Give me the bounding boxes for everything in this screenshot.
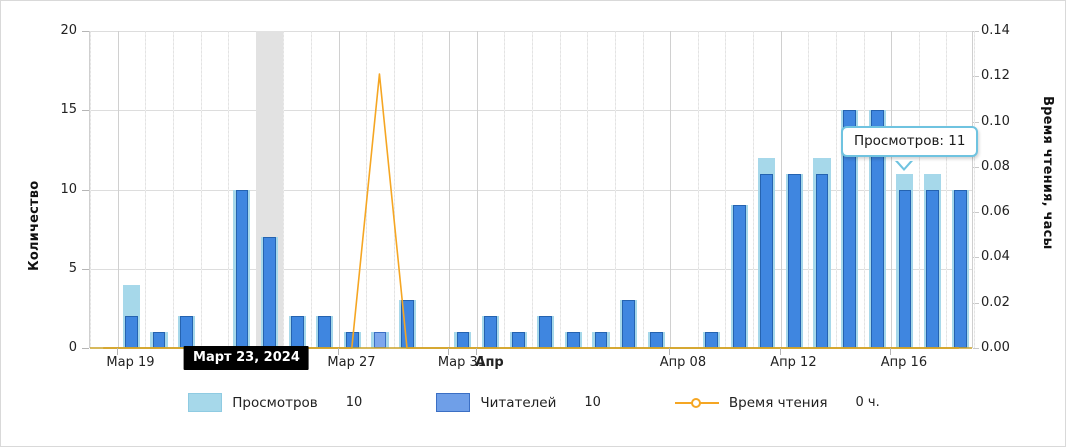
y-tick-mark-right xyxy=(973,212,979,214)
gridline-v xyxy=(90,31,91,348)
legend-item-reading-time[interactable]: Время чтения 0 ч. xyxy=(674,394,880,411)
y-tick-mark-right xyxy=(973,166,979,168)
x-axis-highlight-label: Март 23, 2024 xyxy=(184,346,309,370)
gridline-v xyxy=(863,31,865,348)
gridline-v xyxy=(283,31,285,348)
gridline-v xyxy=(172,31,174,348)
y-axis-label-right: Время чтения, часы xyxy=(1040,96,1055,250)
gridline-v xyxy=(421,31,423,348)
line-marker-icon xyxy=(674,396,719,410)
y-tick-left: 15 xyxy=(60,102,77,118)
gridline-v xyxy=(642,31,644,348)
y-tick-right: 0.10 xyxy=(981,113,1010,129)
y-tick-mark-left xyxy=(82,189,89,191)
y-tick-mark-right xyxy=(973,31,979,32)
gridline-v xyxy=(670,31,672,348)
y-tick-mark-left xyxy=(82,268,89,270)
y-tick-right: 0.02 xyxy=(981,294,1010,310)
gridline-h xyxy=(90,268,972,270)
gridline-v xyxy=(725,31,727,348)
y-tick-mark-left xyxy=(82,110,89,112)
x-tick-mark xyxy=(337,348,339,355)
y-tick-mark-left xyxy=(82,348,89,349)
y-tick-mark-right xyxy=(973,121,979,123)
y-tick-right: 0.00 xyxy=(981,340,1010,355)
readers-swatch-icon xyxy=(436,393,471,412)
x-tick-mark xyxy=(890,348,892,355)
gridline-v xyxy=(835,31,837,348)
x-tick-label: Апр 16 xyxy=(880,355,928,370)
legend-item-views[interactable]: Просмотров 10 xyxy=(188,393,362,412)
gridline-v xyxy=(200,31,202,348)
tooltip-text: Просмотров: 11 xyxy=(853,132,966,149)
x-tick-mark xyxy=(448,348,450,355)
x-tick-label: Мар 19 xyxy=(106,355,155,370)
legend-label-views: Просмотров xyxy=(232,394,318,411)
gridline-v xyxy=(504,31,506,348)
legend-value-reading-time: 0 ч. xyxy=(855,395,880,410)
gridline-v xyxy=(753,31,754,348)
gridline-v xyxy=(449,31,451,348)
legend-value-readers: 10 xyxy=(584,395,601,410)
y-axis-label-left: Количество xyxy=(27,180,42,271)
legend-label-reading-time: Время чтения xyxy=(728,394,828,411)
gridline-v xyxy=(145,31,147,348)
gridline-v xyxy=(366,31,368,348)
axis-baseline xyxy=(90,347,972,349)
x-tick-mark xyxy=(779,348,781,355)
x-tick-label: Мар 31 xyxy=(437,355,486,370)
x-tick-mark xyxy=(116,348,118,355)
gridline-v xyxy=(808,31,810,348)
y-tick-mark-right xyxy=(973,76,979,78)
gridline-v xyxy=(918,31,920,348)
views-swatch-icon xyxy=(188,393,223,412)
gridline-v xyxy=(891,31,893,348)
y-tick-right: 0.04 xyxy=(981,249,1010,265)
gridline-v xyxy=(532,31,533,348)
y-tick-right: 0.08 xyxy=(981,158,1010,174)
y-tick-right: 0.06 xyxy=(981,204,1010,220)
y-tick-right: 0.12 xyxy=(981,68,1010,84)
y-tick-mark-right xyxy=(973,348,979,349)
gridline-v xyxy=(476,31,478,348)
x-tick-label: Апр 08 xyxy=(659,355,707,370)
x-tick-mark xyxy=(669,348,671,355)
y-tick-left: 20 xyxy=(60,23,77,38)
x-tick-label: Апр xyxy=(475,355,504,370)
gridline-v xyxy=(228,31,230,348)
reading-time-line xyxy=(102,73,960,349)
y-tick-left: 10 xyxy=(60,181,77,197)
chart-legend: Просмотров 10 Читателей 10 Время чтения … xyxy=(1,393,1065,412)
gridline-v xyxy=(946,31,948,348)
y-tick-mark-left xyxy=(82,31,89,32)
tooltip-arrow-fill xyxy=(896,159,911,168)
gridline-h xyxy=(90,189,972,191)
plot-area xyxy=(89,31,975,349)
legend-label-readers: Читателей xyxy=(480,394,557,411)
y-tick-right: 0.14 xyxy=(981,23,1010,38)
gridline-v xyxy=(780,31,782,348)
gridline-v xyxy=(311,31,312,348)
gridline-h xyxy=(90,110,972,112)
gridline-h xyxy=(90,31,972,32)
gridline-v xyxy=(338,31,340,348)
gridline-v xyxy=(697,31,699,348)
x-tick-label: Апр 12 xyxy=(770,355,817,370)
gridline-v xyxy=(393,31,395,348)
gridline-v xyxy=(614,31,616,348)
x-tick-label: Мар 27 xyxy=(327,355,376,370)
y-tick-left: 0 xyxy=(68,340,77,355)
gridline-v xyxy=(559,31,561,348)
legend-item-readers[interactable]: Читателей 10 xyxy=(436,393,601,412)
gridline-v xyxy=(974,31,975,348)
legend-value-views: 10 xyxy=(345,395,363,410)
x-tick-mark xyxy=(475,348,477,355)
y-tick-mark-right xyxy=(973,302,979,304)
hover-tooltip: Просмотров: 11 xyxy=(840,125,979,157)
gridline-v xyxy=(117,31,119,348)
gridline-v xyxy=(587,31,589,348)
y-tick-left: 5 xyxy=(68,260,77,276)
y-tick-mark-right xyxy=(973,257,979,259)
